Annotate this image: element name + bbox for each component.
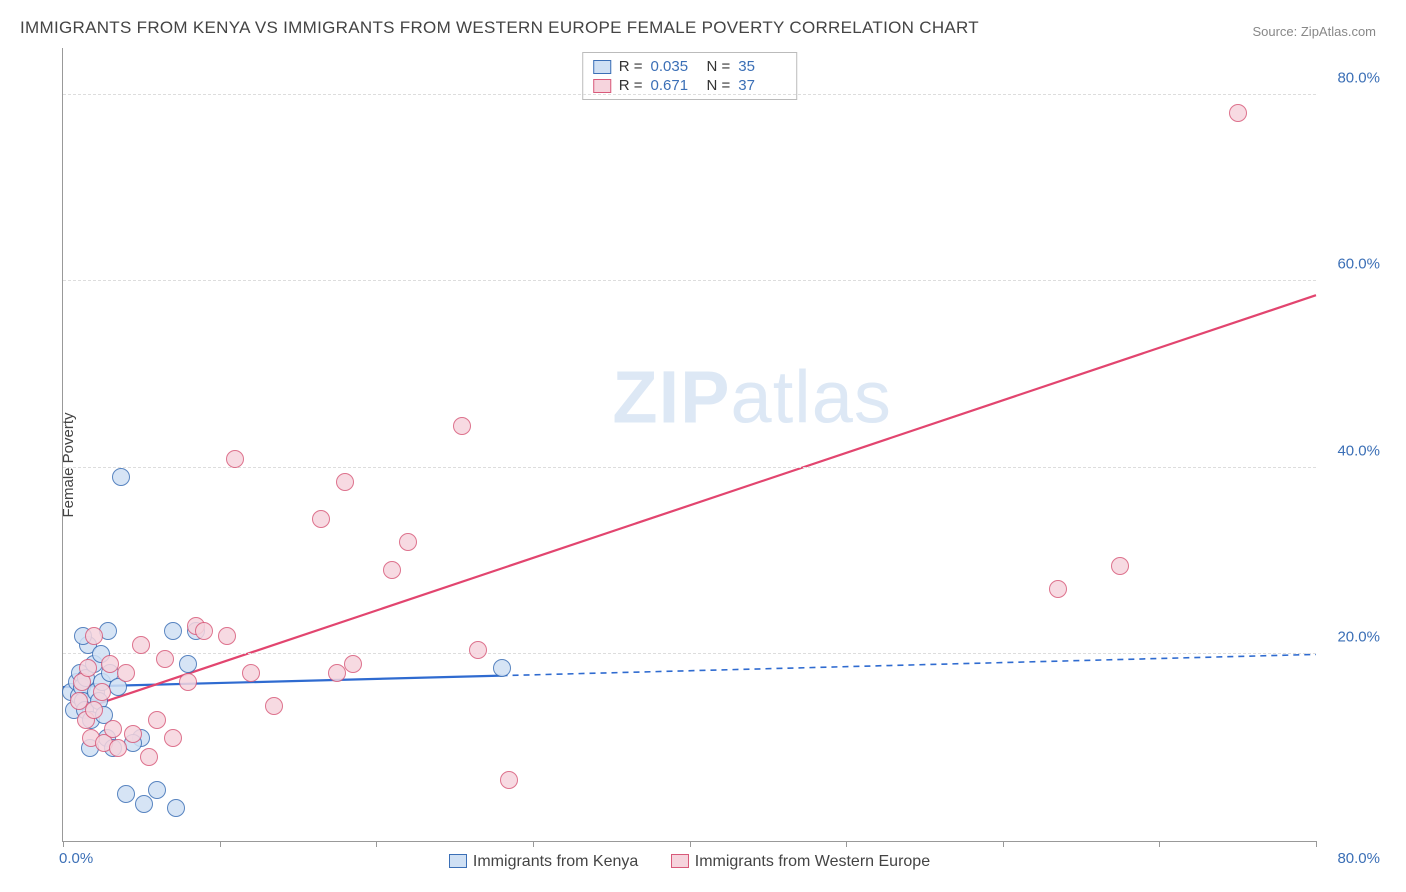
swatch-kenya-icon xyxy=(593,60,611,74)
y-tick-label: 20.0% xyxy=(1337,629,1380,646)
data-point xyxy=(148,781,166,799)
data-point xyxy=(218,627,236,645)
data-point xyxy=(453,417,471,435)
data-point xyxy=(148,711,166,729)
data-point xyxy=(93,683,111,701)
data-point xyxy=(344,655,362,673)
watermark-bold: ZIP xyxy=(612,355,730,438)
legend-series: Immigrants from Kenya Immigrants from We… xyxy=(63,853,1316,871)
data-point xyxy=(383,561,401,579)
data-point xyxy=(164,729,182,747)
data-point xyxy=(1111,557,1129,575)
data-point xyxy=(469,641,487,659)
x-tick xyxy=(690,841,691,847)
gridline xyxy=(63,94,1316,95)
swatch-weur-icon xyxy=(593,79,611,93)
data-point xyxy=(399,533,417,551)
data-point xyxy=(79,659,97,677)
x-tick xyxy=(376,841,377,847)
data-point xyxy=(117,664,135,682)
legend-item-weur: Immigrants from Western Europe xyxy=(671,853,930,870)
legend-r-label: R = xyxy=(619,77,643,94)
data-point xyxy=(179,673,197,691)
plot-area: ZIPatlas R = 0.035 N = 35 R = 0.671 N = … xyxy=(62,48,1316,842)
chart-title: IMMIGRANTS FROM KENYA VS IMMIGRANTS FROM… xyxy=(20,18,979,38)
data-point xyxy=(112,468,130,486)
legend-r-value-kenya: 0.035 xyxy=(651,58,699,75)
data-point xyxy=(117,785,135,803)
gridline xyxy=(63,467,1316,468)
data-point xyxy=(167,799,185,817)
data-point xyxy=(104,720,122,738)
source-label: Source: ZipAtlas.com xyxy=(1252,24,1376,39)
data-point xyxy=(164,622,182,640)
legend-label-kenya: Immigrants from Kenya xyxy=(473,853,638,870)
gridline xyxy=(63,280,1316,281)
data-point xyxy=(242,664,260,682)
x-tick xyxy=(220,841,221,847)
data-point xyxy=(85,627,103,645)
x-tick xyxy=(1003,841,1004,847)
data-point xyxy=(135,795,153,813)
swatch-weur-icon xyxy=(671,854,689,868)
x-tick xyxy=(533,841,534,847)
data-point xyxy=(500,771,518,789)
data-point xyxy=(265,697,283,715)
data-point xyxy=(109,739,127,757)
data-point xyxy=(1229,104,1247,122)
legend-n-label: N = xyxy=(707,77,731,94)
data-point xyxy=(226,450,244,468)
data-point xyxy=(195,622,213,640)
legend-r-label: R = xyxy=(619,58,643,75)
legend-n-label: N = xyxy=(707,58,731,75)
legend-stats-row-weur: R = 0.671 N = 37 xyxy=(593,76,787,95)
x-tick xyxy=(846,841,847,847)
legend-r-value-weur: 0.671 xyxy=(651,77,699,94)
chart-container: Female Poverty ZIPatlas R = 0.035 N = 35… xyxy=(20,48,1386,882)
data-point xyxy=(140,748,158,766)
x-tick xyxy=(1159,841,1160,847)
legend-n-value-weur: 37 xyxy=(738,77,786,94)
data-point xyxy=(124,725,142,743)
data-point xyxy=(312,510,330,528)
watermark-light: atlas xyxy=(731,355,892,438)
legend-label-weur: Immigrants from Western Europe xyxy=(695,853,930,870)
data-point xyxy=(156,650,174,668)
data-point xyxy=(336,473,354,491)
data-point xyxy=(493,659,511,677)
trend-lines xyxy=(63,48,1316,841)
y-tick-label: 40.0% xyxy=(1337,442,1380,459)
y-tick-label: 60.0% xyxy=(1337,256,1380,273)
gridline xyxy=(63,653,1316,654)
data-point xyxy=(179,655,197,673)
swatch-kenya-icon xyxy=(449,854,467,868)
x-tick xyxy=(1316,841,1317,847)
legend-item-kenya: Immigrants from Kenya xyxy=(449,853,643,870)
watermark: ZIPatlas xyxy=(612,354,891,439)
y-tick-label: 80.0% xyxy=(1337,69,1380,86)
legend-n-value-kenya: 35 xyxy=(738,58,786,75)
x-axis-max-label: 80.0% xyxy=(1337,850,1380,867)
x-tick xyxy=(63,841,64,847)
data-point xyxy=(132,636,150,654)
data-point xyxy=(85,701,103,719)
legend-stats-row-kenya: R = 0.035 N = 35 xyxy=(593,57,787,76)
data-point xyxy=(1049,580,1067,598)
